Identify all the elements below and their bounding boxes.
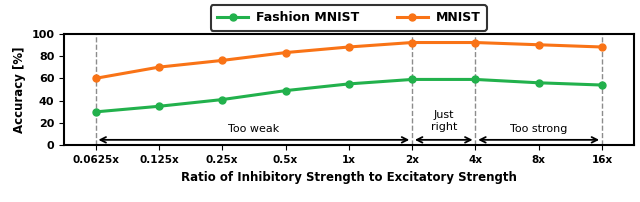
Text: Too weak: Too weak: [228, 124, 280, 134]
Legend: Fashion MNIST, MNIST: Fashion MNIST, MNIST: [211, 5, 486, 31]
Text: Just
right: Just right: [431, 110, 457, 132]
Text: Too strong: Too strong: [510, 124, 567, 134]
X-axis label: Ratio of Inhibitory Strength to Excitatory Strength: Ratio of Inhibitory Strength to Excitato…: [181, 171, 516, 184]
Y-axis label: Accuracy [%]: Accuracy [%]: [13, 46, 26, 133]
